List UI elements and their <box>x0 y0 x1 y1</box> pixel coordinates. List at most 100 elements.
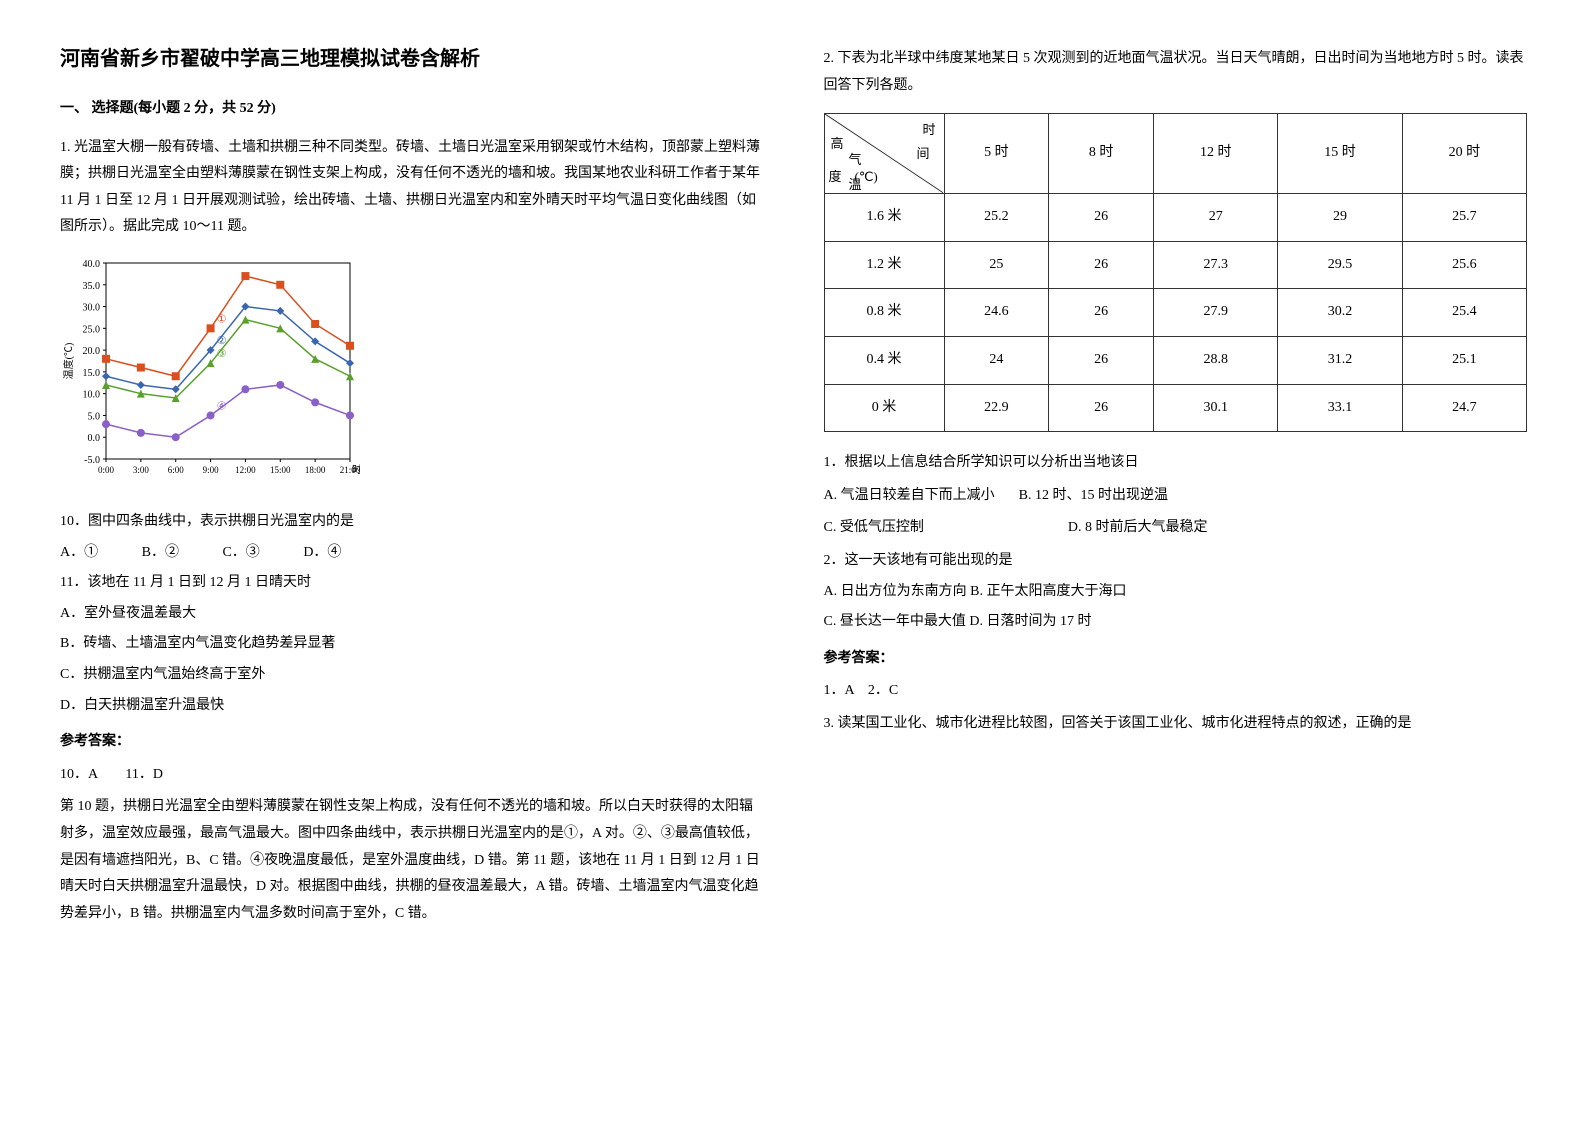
svg-text:③: ③ <box>217 348 227 360</box>
svg-text:5.0: 5.0 <box>88 411 101 422</box>
table-row: 0.4 米242628.831.225.1 <box>824 336 1527 384</box>
q11-opt-d: D．白天拱棚温室升温最快 <box>60 693 764 720</box>
table-cell: 25.4 <box>1402 289 1526 337</box>
svg-text:18:00: 18:00 <box>305 465 326 475</box>
q10-stem: 10．图中四条曲线中，表示拱棚日光温室内的是 <box>60 509 764 536</box>
table-cell: 26 <box>1049 384 1154 432</box>
table-cell: 30.1 <box>1154 384 1278 432</box>
row-label: 1.6 米 <box>824 194 944 242</box>
svg-text:15.0: 15.0 <box>83 368 101 379</box>
table-cell: 22.9 <box>944 384 1049 432</box>
svg-text:25.0: 25.0 <box>83 324 101 335</box>
table-header-row: 时 间 高 气 温 度 (℃) 5 时 8 时 12 时 15 时 20 时 <box>824 114 1527 194</box>
sub1-opts-row1: A. 气温日较差自下而上减小 B. 12 时、15 时出现逆温 <box>824 483 1528 510</box>
sub1-opt-b: B. 12 时、15 时出现逆温 <box>1019 483 1168 510</box>
q11-stem: 11．该地在 11 月 1 日到 12 月 1 日晴天时 <box>60 570 764 597</box>
table-cell: 26 <box>1049 241 1154 289</box>
svg-text:3:00: 3:00 <box>133 465 150 475</box>
sub1-opt-d: D. 8 时前后大气最稳定 <box>1068 515 1208 542</box>
table-cell: 33.1 <box>1278 384 1402 432</box>
answer-label-2: 参考答案： <box>824 646 1528 673</box>
col-15h: 15 时 <box>1278 114 1402 194</box>
table-cell: 25.1 <box>1402 336 1526 384</box>
sub2-stem: 2．这一天该地有可能出现的是 <box>824 548 1528 575</box>
table-cell: 27 <box>1154 194 1278 242</box>
col-20h: 20 时 <box>1402 114 1526 194</box>
sub1-stem: 1．根据以上信息结合所学知识可以分析出当地该日 <box>824 450 1528 477</box>
sub2-opt-d: D. 日落时间为 17 时 <box>969 614 1091 629</box>
temperature-table: 时 间 高 气 温 度 (℃) 5 时 8 时 12 时 15 时 20 时 1… <box>824 113 1528 432</box>
sub2-opts-row2: C. 昼长达一年中最大值 D. 日落时间为 17 时 <box>824 609 1528 636</box>
hdr-mid: 间 <box>916 142 929 167</box>
hdr-bot: (℃) <box>855 165 878 190</box>
svg-text:15:00: 15:00 <box>270 465 291 475</box>
table-cell: 26 <box>1049 289 1154 337</box>
svg-text:12:00: 12:00 <box>235 465 256 475</box>
q2-intro: 2. 下表为北半球中纬度某地某日 5 次观测到的近地面气温状况。当日天气晴朗，日… <box>824 46 1528 99</box>
table-cell: 27.9 <box>1154 289 1278 337</box>
sub2-opts-row1: A. 日出方位为东南方向 B. 正午太阳高度大于海口 <box>824 579 1528 606</box>
hdr-left-side: 度 <box>829 165 842 190</box>
svg-text:10.0: 10.0 <box>83 390 101 401</box>
row-label: 0.4 米 <box>824 336 944 384</box>
sub2-opt-a: A. 日出方位为东南方向 <box>824 584 967 599</box>
q3-stem: 3. 读某国工业化、城市化进程比较图，回答关于该国工业化、城市化进程特点的叙述，… <box>824 711 1528 738</box>
q10-opt-b: B．② <box>142 545 179 560</box>
row-label: 0 米 <box>824 384 944 432</box>
col-12h: 12 时 <box>1154 114 1278 194</box>
table-cell: 31.2 <box>1278 336 1402 384</box>
temperature-chart: -5.00.05.010.015.020.025.030.035.040.00:… <box>60 253 764 493</box>
col-8h: 8 时 <box>1049 114 1154 194</box>
table-cell: 29.5 <box>1278 241 1402 289</box>
sub2-opt-c: C. 昼长达一年中最大值 <box>824 614 966 629</box>
svg-text:6:00: 6:00 <box>168 465 185 475</box>
left-column: 河南省新乡市翟破中学高三地理模拟试卷含解析 一、 选择题(每小题 2 分，共 5… <box>60 40 764 933</box>
svg-text:0:00: 0:00 <box>98 465 115 475</box>
row-label: 1.2 米 <box>824 241 944 289</box>
q11-opt-b: B．砖墙、土墙温室内气温变化趋势差异显著 <box>60 631 764 658</box>
table-cell: 28.8 <box>1154 336 1278 384</box>
table-cell: 24.7 <box>1402 384 1526 432</box>
svg-text:30.0: 30.0 <box>83 303 101 314</box>
explanation: 第 10 题，拱棚日光温室全由塑料薄膜蒙在钢性支架上构成，没有任何不透光的墙和坡… <box>60 794 764 927</box>
sub1-opt-c: C. 受低气压控制 <box>824 515 924 542</box>
table-cell: 24 <box>944 336 1049 384</box>
table-corner-header: 时 间 高 气 温 度 (℃) <box>824 114 944 194</box>
svg-text:温度(℃): 温度(℃) <box>62 343 75 380</box>
sub1-opts-row2: C. 受低气压控制 D. 8 时前后大气最稳定 <box>824 515 1528 542</box>
table-row: 1.6 米25.226272925.7 <box>824 194 1527 242</box>
answer-text: 10．A 11．D <box>60 762 764 789</box>
q11-opt-a: A．室外昼夜温差最大 <box>60 601 764 628</box>
table-row: 1.2 米252627.329.525.6 <box>824 241 1527 289</box>
line-chart-svg: -5.00.05.010.015.020.025.030.035.040.00:… <box>60 253 360 493</box>
right-column: 2. 下表为北半球中纬度某地某日 5 次观测到的近地面气温状况。当日天气晴朗，日… <box>824 40 1528 933</box>
table-cell: 25 <box>944 241 1049 289</box>
svg-text:20.0: 20.0 <box>83 346 101 357</box>
table-cell: 30.2 <box>1278 289 1402 337</box>
table-cell: 29 <box>1278 194 1402 242</box>
answer-text-2: 1．A 2．C <box>824 678 1528 705</box>
hdr-left1: 高 <box>831 132 844 157</box>
q10-opt-c: C．③ <box>222 545 259 560</box>
svg-text:④: ④ <box>217 400 227 412</box>
page-title: 河南省新乡市翟破中学高三地理模拟试卷含解析 <box>60 40 764 78</box>
sub1-opt-a: A. 气温日较差自下而上减小 <box>824 483 995 510</box>
svg-text:①: ① <box>217 313 227 325</box>
svg-text:时间: 时间 <box>352 463 360 476</box>
sub2-opt-b: B. 正午太阳高度大于海口 <box>970 584 1126 599</box>
table-cell: 25.6 <box>1402 241 1526 289</box>
table-row: 0 米22.92630.133.124.7 <box>824 384 1527 432</box>
svg-text:9:00: 9:00 <box>203 465 220 475</box>
answer-label: 参考答案： <box>60 729 764 756</box>
section-heading: 一、 选择题(每小题 2 分，共 52 分) <box>60 96 764 123</box>
table-cell: 24.6 <box>944 289 1049 337</box>
svg-text:35.0: 35.0 <box>83 281 101 292</box>
table-cell: 25.7 <box>1402 194 1526 242</box>
q10-opt-d: D．④ <box>303 545 341 560</box>
q11-opt-c: C．拱棚温室内气温始终高于室外 <box>60 662 764 689</box>
row-label: 0.8 米 <box>824 289 944 337</box>
table-cell: 26 <box>1049 336 1154 384</box>
col-5h: 5 时 <box>944 114 1049 194</box>
svg-text:0.0: 0.0 <box>88 433 101 444</box>
q10-opt-a: A．① <box>60 545 98 560</box>
